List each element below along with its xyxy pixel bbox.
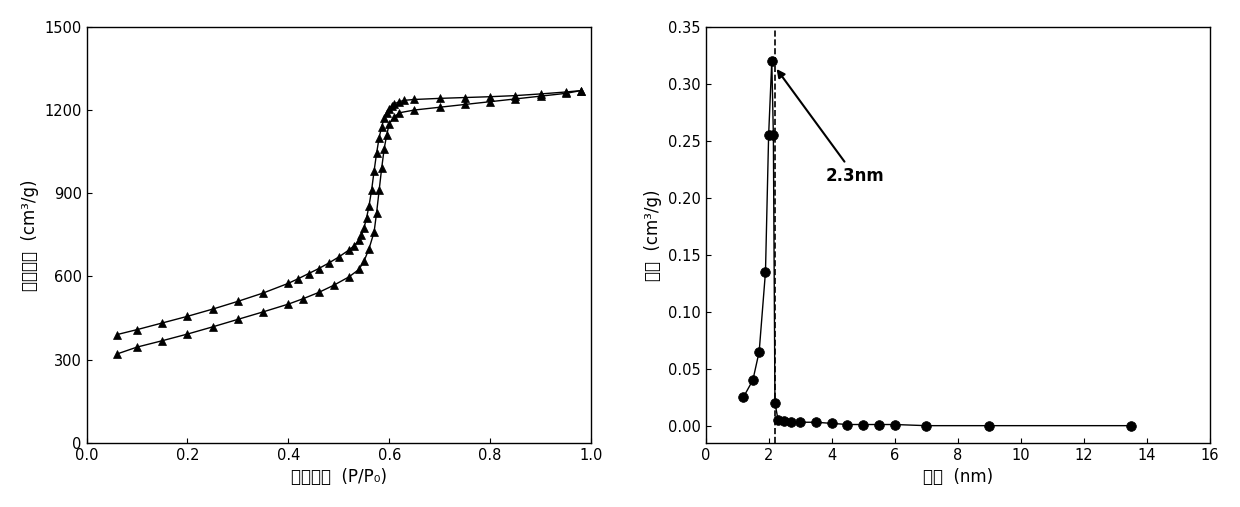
X-axis label: 孔径  (nm): 孔径 (nm) <box>923 468 993 486</box>
X-axis label: 相对压力  (P/P₀): 相对压力 (P/P₀) <box>291 468 387 486</box>
Text: 2.3nm: 2.3nm <box>777 71 884 185</box>
Y-axis label: 孔容  (cm³/g): 孔容 (cm³/g) <box>645 189 662 280</box>
Y-axis label: 吸附体积  (cm³/g): 吸附体积 (cm³/g) <box>21 179 38 291</box>
